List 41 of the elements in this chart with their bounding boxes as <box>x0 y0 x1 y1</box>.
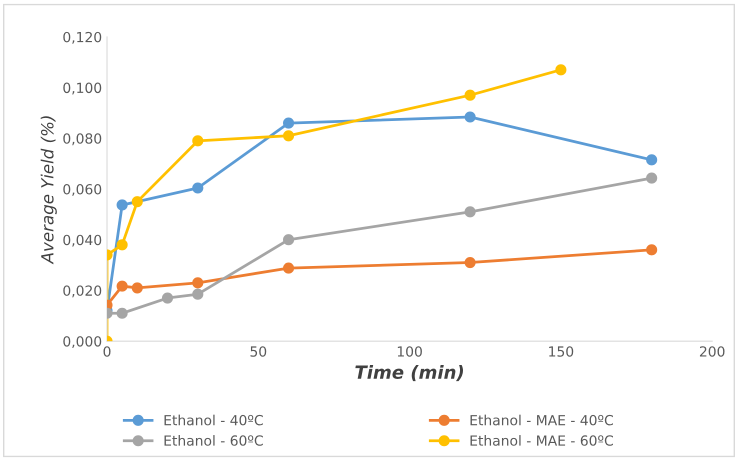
point <box>116 239 128 250</box>
y-tick-label: 0,040 <box>63 234 102 247</box>
y-axis-title: Average Yield (%) <box>40 116 57 264</box>
point <box>283 262 294 274</box>
point <box>116 308 128 319</box>
y-tick-label: 0,100 <box>63 82 102 94</box>
point <box>192 288 204 300</box>
point <box>283 234 294 246</box>
y-tick-label: 0,060 <box>63 184 102 196</box>
y-tick-label: 0,020 <box>63 285 102 298</box>
point <box>464 111 476 123</box>
y-tick-label: 0,120 <box>63 32 102 44</box>
point <box>192 135 204 146</box>
point <box>116 199 128 211</box>
point <box>646 172 658 184</box>
legend-label: Ethanol - MAE - 40ºC <box>470 414 613 426</box>
y-tick-label: 0,000 <box>63 336 102 348</box>
point <box>132 282 143 294</box>
x-tick-label: 200 <box>700 346 724 357</box>
point <box>555 64 566 76</box>
point <box>192 182 204 194</box>
legend-label: Ethanol - 60ºC <box>164 435 263 446</box>
point <box>646 244 658 256</box>
point <box>192 277 204 288</box>
legend-label: Ethanol - MAE - 60ºC <box>470 435 613 446</box>
x-axis-title: Time (min) <box>355 365 464 382</box>
x-tick-label: 150 <box>549 346 574 357</box>
point <box>162 292 174 304</box>
point <box>464 206 476 218</box>
point <box>116 280 128 292</box>
point <box>464 256 476 268</box>
x-tick-label: 50 <box>250 346 266 357</box>
x-tick-label: 100 <box>398 346 422 357</box>
y-tick-label: 0,080 <box>63 133 102 146</box>
point <box>464 90 476 101</box>
point <box>646 154 658 166</box>
x-tick-label: 0 <box>104 346 111 357</box>
point <box>132 196 143 208</box>
point <box>283 130 294 142</box>
point <box>283 118 294 129</box>
legend-label: Ethanol - 40ºC <box>164 414 263 426</box>
